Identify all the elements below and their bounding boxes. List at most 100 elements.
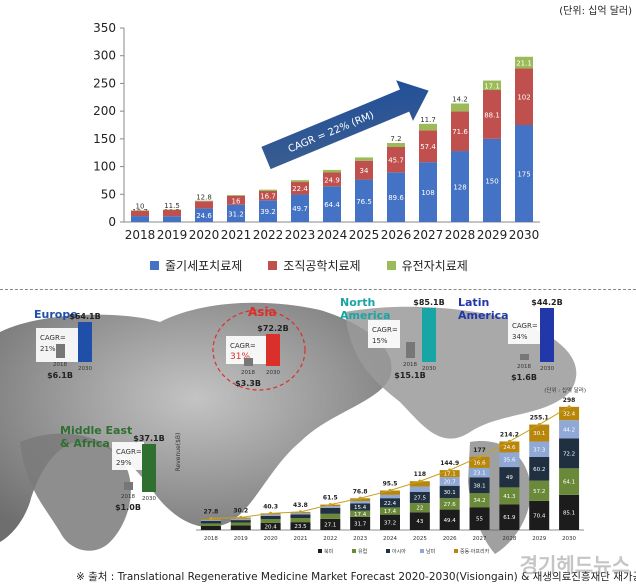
- bar-segment: [451, 111, 469, 152]
- inner-bar-segment: [409, 503, 430, 513]
- bar-value-label: 88.1: [484, 111, 500, 119]
- bar-segment: [515, 125, 533, 222]
- value-2018: $1.0B: [115, 503, 141, 512]
- bar-segment: [451, 151, 469, 222]
- value-2030: $37.1B: [133, 434, 164, 443]
- inner-x-tick-label: 2025: [413, 536, 427, 542]
- bar-segment: [291, 194, 309, 222]
- inner-bar-segment: [260, 519, 281, 523]
- inner-bar-segment: [380, 507, 400, 515]
- bar-2018: [244, 358, 253, 366]
- inner-bar-segment: [320, 507, 341, 514]
- inner-segment-label: 23.1: [473, 471, 485, 477]
- inner-legend-label: 북미: [324, 548, 333, 555]
- inner-bar-segment: [260, 522, 281, 530]
- inner-bar-segment: [529, 457, 550, 481]
- inner-bar-segment: [439, 470, 460, 478]
- inner-segment-label: 85.1: [563, 510, 575, 516]
- inner-unit-label: (단위 : 십억 달러): [544, 386, 586, 394]
- inner-bar-segment: [230, 525, 251, 530]
- inner-x-tick-label: 2019: [234, 536, 248, 542]
- bar-value-label: 71.6: [452, 128, 468, 136]
- y-tick-label: 300: [93, 49, 116, 63]
- legend-label: 유전자치료제: [401, 259, 468, 273]
- inner-bar-segment: [380, 490, 400, 495]
- inner-total-label: 177: [473, 447, 486, 454]
- region-name-line: North: [340, 296, 375, 309]
- inner-x-tick-label: 2021: [293, 536, 307, 542]
- cagr-value: 29%: [116, 459, 132, 467]
- inner-bar-segment: [290, 518, 311, 523]
- bar-segment: [131, 210, 149, 211]
- bar-segment: [387, 172, 405, 222]
- region-name: North America: [340, 296, 391, 322]
- region-name: Europe: [34, 308, 78, 321]
- year-label: 2030: [142, 496, 156, 502]
- callout-box: [368, 320, 400, 348]
- bar-segment: [483, 138, 501, 222]
- inner-bar-segment: [350, 510, 371, 517]
- bar-segment: [195, 208, 213, 222]
- inner-bar-segment: [499, 504, 520, 530]
- inner-segment-label: 37.3: [533, 447, 546, 453]
- inner-total-point: [567, 405, 571, 409]
- bar-2030: [142, 444, 156, 492]
- cagr-label: CAGR=: [512, 322, 538, 330]
- inner-bar-segment: [200, 520, 221, 524]
- bar-2018: [406, 342, 415, 358]
- inner-bar-segment: [559, 494, 580, 530]
- inner-bar-segment: [380, 498, 400, 508]
- bar-value-label: 11.7: [420, 116, 436, 124]
- region-name-line: Middle East: [60, 424, 132, 437]
- legend-label: 조직공학치료제: [283, 259, 361, 273]
- asia-highlight-circle: [212, 309, 306, 391]
- cagr-value: 31%: [230, 352, 250, 362]
- inner-segment-label: 30.1: [444, 490, 456, 496]
- legend-item-stem-cell: 줄기세포치료제: [150, 257, 242, 274]
- inner-segment-label: 27.1: [324, 522, 336, 528]
- bar-segment: [227, 204, 245, 222]
- inner-bar-segment: [200, 525, 221, 530]
- inner-bar-segment: [380, 494, 400, 499]
- bar-segment: [355, 160, 373, 180]
- bar-segment: [483, 80, 501, 91]
- value-2030: $44.2B: [531, 298, 562, 307]
- inner-bar-segment: [260, 514, 281, 516]
- region-callout: North America CAGR= 15% 2018 2030 $85.1B $15.1B: [340, 296, 445, 380]
- inner-legend-label: 중동·아프리카: [460, 548, 490, 555]
- inner-total-point: [477, 455, 482, 459]
- legend-label: 줄기세포치료제: [165, 259, 243, 273]
- inner-total-label: 43.8: [293, 502, 308, 509]
- inner-legend-swatch: [454, 549, 458, 553]
- cagr-arrow-shape: [261, 80, 429, 170]
- inner-bar-segment: [529, 500, 550, 530]
- inner-bar-segment: [469, 507, 490, 530]
- value-2030: $64.1B: [69, 312, 100, 321]
- watermark-logo: 경기헤드뉴스: [519, 553, 630, 577]
- inner-bar-segment: [469, 493, 490, 508]
- y-tick-label: 200: [93, 104, 116, 118]
- bar-segment: [227, 195, 245, 205]
- bar-value-label: 16.7: [260, 193, 276, 201]
- inner-total-label: 95.5: [383, 481, 398, 488]
- inner-bar-segment: [290, 512, 311, 515]
- year-label: 2030: [78, 366, 92, 372]
- y-tick-label: 100: [93, 160, 116, 174]
- inner-legend-swatch: [352, 549, 356, 553]
- inner-total-point: [448, 468, 452, 472]
- bar-2030: [266, 334, 280, 366]
- x-tick-label: 2024: [317, 228, 348, 242]
- value-2030: $85.1B: [413, 298, 444, 307]
- inner-segment-label: 27.6: [444, 502, 457, 508]
- bar-value-label: 12.8: [196, 193, 212, 201]
- inner-segment-label: 72.2: [563, 451, 575, 457]
- y-tick-label: 250: [93, 76, 116, 90]
- bar-value-label: 16: [232, 197, 241, 205]
- inner-x-tick-label: 2023: [353, 536, 367, 542]
- inner-bar-segment: [559, 468, 580, 495]
- inner-legend-swatch: [420, 549, 424, 553]
- bar-segment: [259, 191, 277, 201]
- inner-segment-label: 38.1: [473, 483, 485, 489]
- unit-label: (단위: 십억 달러): [559, 6, 632, 17]
- bar-value-label: 22.4: [292, 185, 308, 193]
